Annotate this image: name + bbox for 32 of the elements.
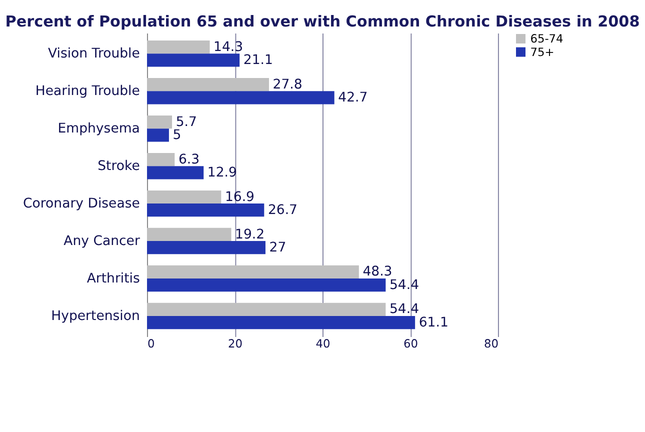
data-label: 16.9 (224, 190, 254, 205)
data-label: 26.7 (268, 202, 298, 218)
y-tick-label: Vision Trouble (48, 46, 140, 62)
data-label: 19.2 (235, 227, 265, 242)
data-label: 14.3 (214, 40, 244, 55)
y-tick-label: Stroke (98, 158, 140, 174)
chart-title: Percent of Population 65 and over with Common Chronic Diseases in 2008 (5, 12, 640, 30)
y-tick-label: Hypertension (51, 308, 140, 324)
x-tick-label: 20 (228, 336, 242, 350)
data-label: 61.1 (418, 315, 448, 330)
x-tick-label: 60 (403, 336, 418, 350)
y-tick-label: Hearing Trouble (35, 84, 140, 99)
data-label: 54.4 (389, 302, 420, 318)
data-label: 5.7 (176, 114, 197, 130)
y-tick-label: Any Cancer (64, 234, 140, 249)
data-label: 21.1 (243, 53, 273, 68)
data-label: 12.9 (207, 165, 237, 180)
data-label: 27 (269, 240, 286, 256)
data-label: 42.7 (338, 90, 368, 106)
x-tick-label: 0 (147, 336, 155, 350)
y-tick-label: Arthritis (86, 271, 140, 286)
x-tick-label: 80 (484, 336, 498, 350)
data-label: 5 (172, 128, 182, 143)
data-label: 6.3 (178, 152, 200, 168)
data-label: 54.4 (389, 278, 420, 293)
y-tick-label: Coronary Disease (23, 196, 140, 212)
data-label: 27.8 (272, 77, 302, 92)
legend-label: 75+ (530, 44, 554, 59)
y-tick-label: Emphysema (58, 121, 140, 136)
legend-label: 65-74 (530, 32, 564, 46)
x-tick-label: 40 (316, 336, 330, 350)
data-label: 48.3 (362, 264, 392, 280)
